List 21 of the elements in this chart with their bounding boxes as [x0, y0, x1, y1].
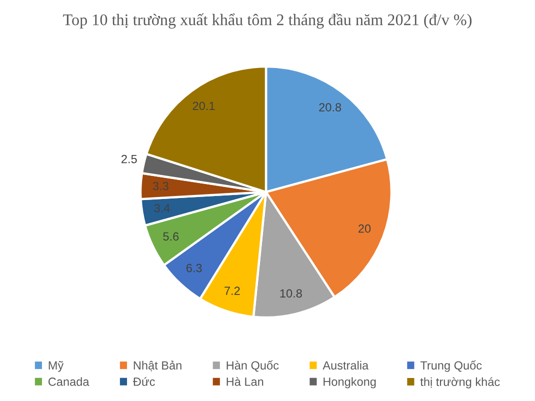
data-label: 2.5	[122, 154, 137, 164]
legend-label: Hàn Quốc	[226, 360, 279, 372]
data-label: 20.8	[319, 103, 342, 112]
chart-title: Top 10 thị trường xuất khẩu tôm 2 tháng đầu năm 2021 (đ/v %)	[63, 13, 472, 29]
legend-label: Mỹ	[48, 360, 64, 372]
data-label: 3.3	[152, 182, 168, 190]
data-label: 3.4	[154, 204, 170, 212]
legend-label: Nhật Bản	[134, 360, 182, 372]
data-label: 7.2	[224, 286, 240, 295]
legend-label: Australia	[322, 360, 369, 370]
data-label: 20.1	[192, 102, 215, 110]
data-label: 6.3	[186, 264, 202, 272]
data-label: 10.8	[280, 289, 302, 298]
legend-label: Hongkong	[324, 377, 376, 388]
legend-label: Hà Lan	[226, 377, 264, 386]
data-label: 5.6	[163, 232, 179, 241]
legend-label: Canada	[48, 377, 90, 386]
legend-label: Trung Quốc	[420, 360, 482, 372]
data-label: 20	[358, 224, 371, 233]
legend-label: thị trường khác	[420, 377, 500, 388]
legend-label: Đức	[133, 377, 155, 386]
